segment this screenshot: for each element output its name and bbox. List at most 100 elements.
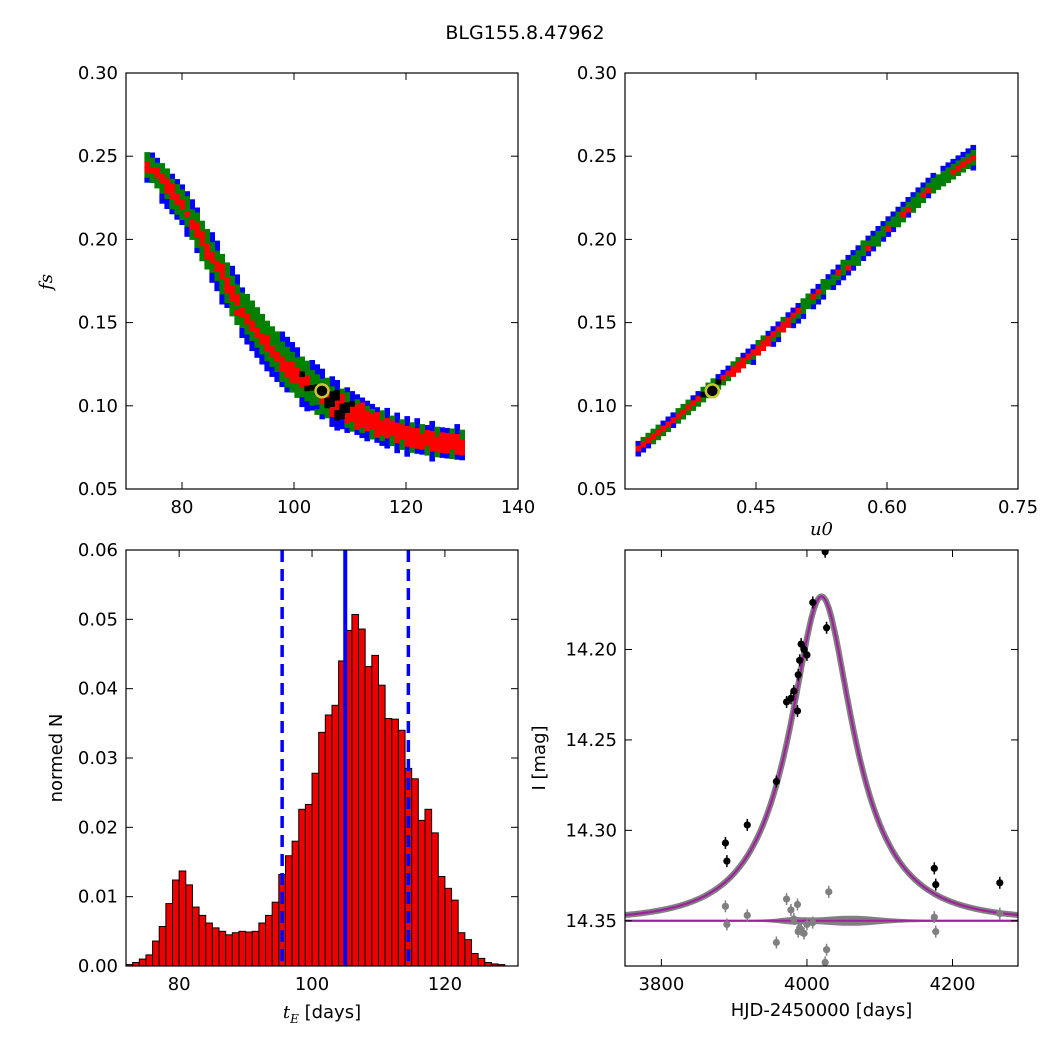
photometry-point <box>796 656 804 664</box>
heatmap-cell-green <box>855 255 862 261</box>
heatmap-cell-green <box>219 283 225 290</box>
heatmap-cell-red <box>279 356 285 363</box>
heatmap-cell-green <box>815 293 822 300</box>
heatmap-cell-red <box>344 417 350 423</box>
heatmap-cell-red <box>885 226 892 232</box>
heatmap-cell-blue <box>279 331 285 338</box>
heatmap-cell-red <box>795 308 802 314</box>
heatmap-cell-red <box>645 437 652 444</box>
heatmap-cell-blue <box>775 321 782 328</box>
histogram-bar <box>145 954 154 967</box>
heatmap-cell-red <box>359 417 365 424</box>
x-axis-label: HJD-2450000 [days] <box>731 1000 913 1021</box>
heatmap-cell-green <box>189 229 195 235</box>
x-tick-label: 100 <box>277 497 311 518</box>
heatmap-cell-red <box>920 192 927 199</box>
heatmap-cell-green <box>254 312 260 318</box>
photometry-point <box>821 550 829 556</box>
heatmap-cell-blue <box>339 423 345 430</box>
heatmap-cell-red <box>399 434 405 440</box>
heatmap-cell-blue <box>264 360 270 367</box>
heatmap-cell-blue <box>439 427 445 433</box>
heatmap-cell-green <box>800 298 807 304</box>
heatmap-cell-red <box>199 240 205 247</box>
heatmap-cell-blue <box>855 245 862 251</box>
heatmap-cell-black <box>324 402 330 409</box>
photometry-point <box>803 651 811 659</box>
heatmap-cell-red <box>404 441 410 447</box>
heatmap-cell-green <box>194 237 200 244</box>
heatmap-cell-black <box>339 413 345 420</box>
heatmap-cell-green <box>264 350 270 357</box>
heatmap-cell-green <box>459 434 465 441</box>
heatmap-cell-green <box>329 386 335 392</box>
heatmap-cell-red <box>154 167 160 174</box>
heatmap-cell-red <box>409 437 415 443</box>
heatmap-cell-black <box>329 391 335 397</box>
heatmap-cell-green <box>319 403 325 410</box>
heatmap-cell-blue <box>274 371 280 377</box>
heatmap-cell-blue <box>890 226 897 233</box>
heatmap-cell-green <box>154 162 160 169</box>
heatmap-cell-green <box>224 267 230 273</box>
heatmap-cell-green <box>264 330 270 337</box>
heatmap-cell-green <box>875 241 882 247</box>
y-tick-label: 14.30 <box>565 820 617 841</box>
heatmap-cell-blue <box>840 274 847 281</box>
heatmap-cell-red <box>835 269 842 276</box>
histogram-bar <box>477 957 486 967</box>
heatmap-cell-blue <box>234 274 240 280</box>
heatmap-cell-green <box>419 424 425 430</box>
heatmap-cell-green <box>870 235 877 242</box>
heatmap-cell-red <box>970 154 977 161</box>
heatmap-cell-blue <box>815 283 822 290</box>
y-tick-label: 0.10 <box>577 396 617 417</box>
heatmap-cell-green <box>179 209 185 215</box>
heatmap-cell-green <box>760 335 767 341</box>
heatmap-cell-red <box>354 409 360 415</box>
heatmap-cell-green <box>154 177 160 184</box>
heatmap-cell-blue <box>159 198 165 204</box>
heatmap-cell-green <box>309 390 315 396</box>
heatmap-cell-green <box>279 346 285 353</box>
heatmap-cell-red <box>319 398 325 405</box>
heatmap-cell-green <box>890 221 897 228</box>
heatmap-cell-black <box>339 403 345 410</box>
heatmap-cell-green <box>304 395 310 402</box>
x-tick-label: 4000 <box>784 974 830 995</box>
heatmap-cell-green <box>955 170 962 176</box>
heatmap-cell-black <box>324 397 330 404</box>
heatmap-cell-red <box>164 188 170 194</box>
heatmap-cell-blue <box>164 203 170 209</box>
heatmap-cell-green <box>214 270 220 277</box>
heatmap-cell-blue <box>294 347 300 353</box>
heatmap-cell-red <box>359 412 365 419</box>
heatmap-cell-red <box>379 420 385 426</box>
heatmap-cell-green <box>299 361 305 368</box>
lightcurve-panel: 3800 4000 4200 14.20 14.25 14.30 14.35 I [mag] H… <box>529 549 1019 1021</box>
heatmap-cell-green <box>249 335 255 342</box>
heatmap-cell-green <box>189 214 195 220</box>
heatmap-cell-blue <box>645 442 652 449</box>
heatmap-cell-green <box>214 250 220 257</box>
heatmap-cell-green <box>159 183 165 189</box>
heatmap-cell-green <box>915 202 922 208</box>
heatmap-cell-red <box>369 423 375 430</box>
heatmap-cell-green <box>389 415 395 422</box>
heatmap-cell-blue <box>339 418 345 425</box>
heatmap-cell-green <box>770 336 777 342</box>
heatmap-cell-green <box>314 394 320 400</box>
heatmap-cell-green <box>284 346 290 353</box>
heatmap-cell-green <box>204 258 210 265</box>
heatmap-cell-green <box>955 160 962 166</box>
heatmap-cell-green <box>194 242 200 249</box>
heatmap-cell-black <box>299 371 305 378</box>
heatmap-cell-red <box>785 317 792 323</box>
heatmap-cell-green <box>159 163 165 169</box>
x-tick-label: 0.60 <box>867 497 907 518</box>
heatmap-cell-green <box>424 445 430 451</box>
heatmap-cell-green <box>244 328 250 335</box>
heatmap-cell-green <box>910 197 917 203</box>
heatmap-cell-green <box>169 198 175 205</box>
heatmap-cell-green <box>229 310 235 317</box>
